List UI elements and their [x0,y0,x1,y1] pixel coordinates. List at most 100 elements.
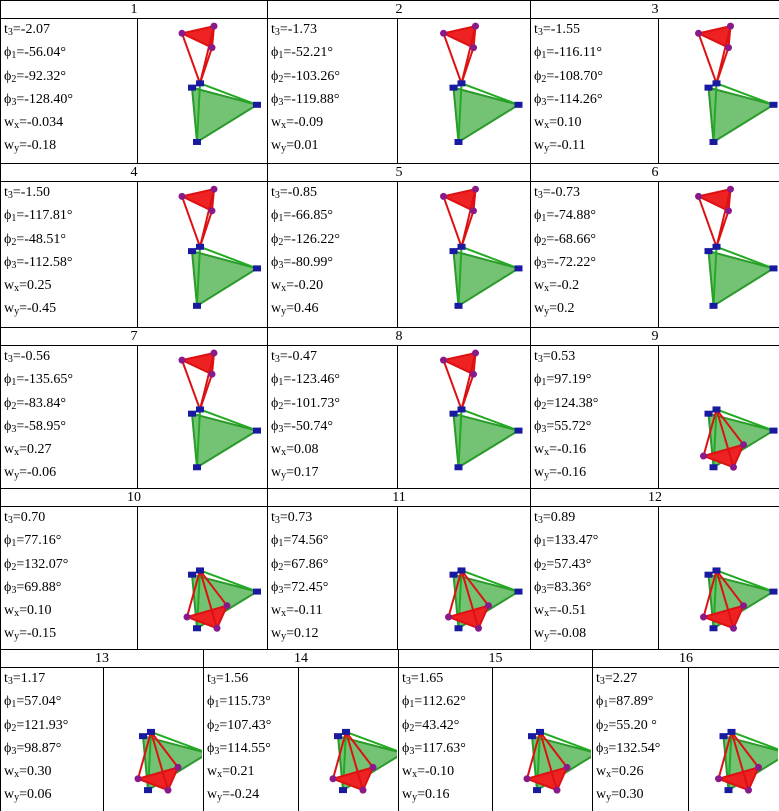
link [196,567,204,573]
parameter: ϕ1=77.16° [4,531,137,554]
parameter: ϕ3=-80.99° [271,253,397,276]
link [454,414,519,468]
parameter: wx=0.26 [596,762,688,785]
joint [179,357,186,364]
symbol: w [402,787,412,802]
parameter: ϕ1=112.62° [402,692,492,715]
joint [211,350,218,357]
cell-number: 11 [267,488,531,507]
value: =-56.04° [16,45,66,60]
link [713,406,721,412]
value: =0.30 [19,764,51,779]
mechanism-diagram [104,668,202,810]
parameter: t3=1.56 [207,669,298,692]
link [253,265,261,271]
parameter: ϕ1=97.19° [534,370,658,393]
parameter-list: t3=0.89ϕ1=133.47°ϕ2=57.43°ϕ3=83.36°wx=-0… [530,506,659,650]
parameter: ϕ2=107.43° [207,716,298,739]
parameter: ϕ1=115.73° [207,692,298,715]
value: =57.43° [546,557,591,572]
parameter: wx=-0.10 [402,762,492,785]
joint [695,193,702,200]
link [139,733,147,739]
figure-table: 1t3=-2.07ϕ1=-56.04°ϕ2=-92.32°ϕ3=-128.40°… [0,0,779,811]
parameter: ϕ2=55.20 ° [596,716,688,739]
parameter: ϕ2=-48.51° [4,230,137,253]
link [710,625,718,631]
value: =-72.22° [546,255,596,270]
parameter: wx=0.21 [207,762,298,785]
parameter: ϕ3=117.63° [402,739,492,762]
symbol: w [4,465,14,480]
value: =-0.034 [19,115,63,130]
joint [209,371,216,378]
parameter: ϕ3=114.55° [207,739,298,762]
value: =98.87° [16,741,61,756]
parameter: t3=0.53 [534,347,658,370]
symbol: w [534,115,544,130]
cell-number: 9 [530,327,779,346]
joint [440,193,447,200]
link [725,787,733,793]
mechanism-diagram [398,507,529,648]
value: =-0.08 [549,626,586,641]
link [515,102,523,108]
mechanism-diagram [398,19,529,162]
value: =-50.74° [283,419,333,434]
value: =1.17 [13,671,45,686]
value: =112.62° [414,694,465,709]
joint [184,613,191,620]
value: =-135.65° [16,372,73,387]
value: =-0.47 [280,349,317,364]
joint [730,625,737,632]
joint [740,441,747,448]
joint [360,787,367,794]
cell-number: 8 [267,327,531,346]
mechanism-diagram [138,507,266,648]
link [193,303,201,309]
mechanism-diagram [398,346,529,487]
parameter: wy=-0.06 [4,463,137,486]
value: =-0.73 [543,185,580,200]
symbol: w [271,603,281,618]
link [450,248,458,254]
value: =55.72° [546,419,591,434]
parameter: ϕ2=-92.32° [4,67,137,90]
link [770,265,778,271]
value: =0.25 [19,278,51,293]
value: =-103.26° [283,69,340,84]
parameter-list: t3=0.53ϕ1=97.19°ϕ2=124.38°ϕ3=55.72°wx=-0… [530,345,659,489]
value: =-0.09 [286,115,323,130]
parameter: wy=-0.16 [534,463,658,486]
value: =-0.18 [19,138,56,153]
value: =-0.16 [549,465,586,480]
value: =67.86° [283,557,328,572]
value: =0.27 [19,442,51,457]
link [144,787,152,793]
parameter-list: t3=0.70ϕ1=77.16°ϕ2=132.07°ϕ3=69.88°wx=0.… [0,506,138,650]
value: =0.21 [222,764,254,779]
parameter: wx=0.30 [4,762,103,785]
value: =0.73 [280,510,312,525]
value: =-101.73° [283,396,340,411]
parameter-list: t3=-0.73ϕ1=-74.88°ϕ2=-68.66°ϕ3=-72.22°wx… [530,181,659,328]
parameter: ϕ1=-123.46° [271,370,397,393]
symbol: w [4,764,14,779]
joint [695,30,702,37]
value: =74.56° [283,533,328,548]
value: =132.54° [608,741,660,756]
parameter: ϕ3=55.72° [534,417,658,440]
joint [445,613,452,620]
value: =-0.15 [19,626,56,641]
link [455,625,463,631]
value: =-0.85 [280,185,317,200]
link [188,85,196,91]
joint [700,613,707,620]
value: =-0.2 [549,278,579,293]
parameter-list: t3=1.17ϕ1=57.04°ϕ2=121.93°ϕ3=98.87°wx=0.… [0,667,104,811]
link [253,589,261,595]
link [188,572,196,578]
value: =-0.51 [549,603,586,618]
parameter: wx=0.10 [4,601,137,624]
